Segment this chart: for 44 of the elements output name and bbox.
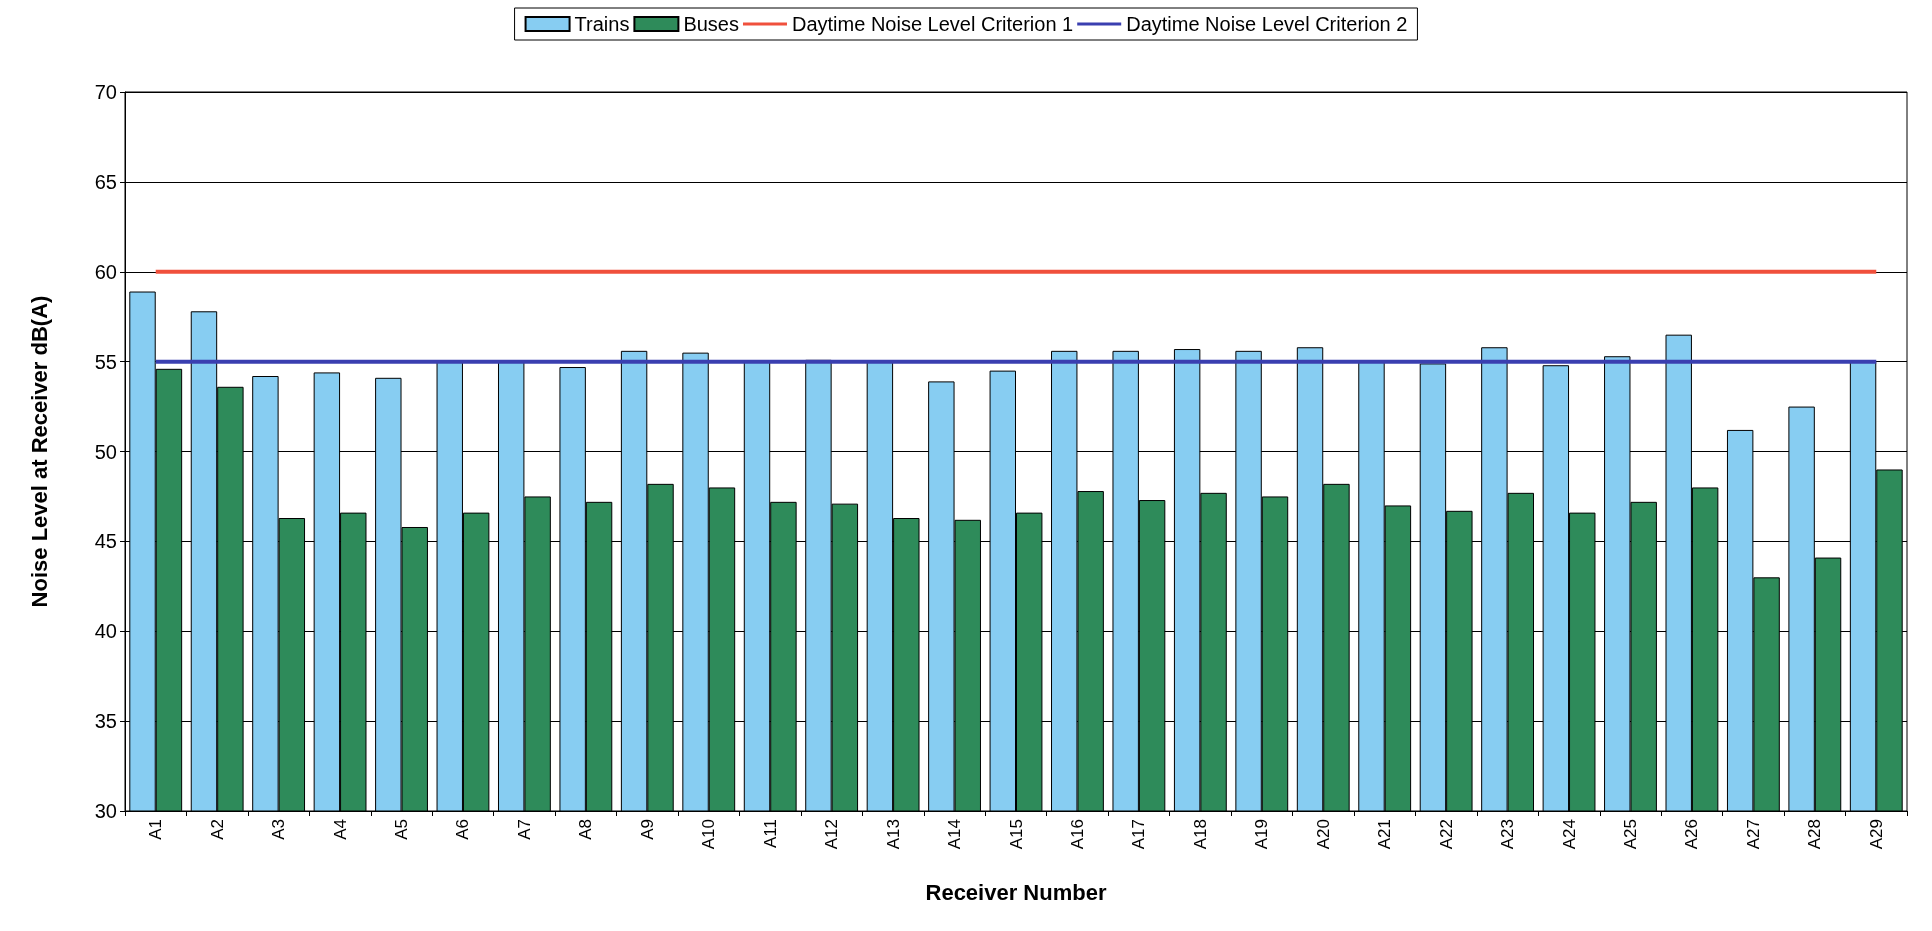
x-tick-label: A29 xyxy=(1866,819,1886,850)
y-tick-label: 70 xyxy=(94,81,117,103)
x-tick-label: A19 xyxy=(1252,819,1272,850)
y-tick-label: 60 xyxy=(94,260,117,283)
y-tick-label: 45 xyxy=(94,530,117,553)
legend-label: Daytime Noise Level Criterion 1 xyxy=(791,13,1074,35)
x-tick-label: A2 xyxy=(207,819,227,840)
y-tick-label: 50 xyxy=(94,440,117,463)
legend-label: Daytime Noise Level Criterion 2 xyxy=(1126,13,1408,35)
x-tick-label: A8 xyxy=(576,819,596,840)
y-tick-label: 35 xyxy=(94,710,117,733)
x-tick-label: A16 xyxy=(1067,819,1087,850)
x-tick-label: A27 xyxy=(1743,819,1763,850)
x-tick-label: A13 xyxy=(883,819,903,850)
x-axis-title: Receiver Number xyxy=(925,879,1107,905)
x-tick-label: A17 xyxy=(1129,819,1149,850)
x-tick-label: A26 xyxy=(1682,819,1702,850)
x-tick-label: A4 xyxy=(330,819,350,840)
legend-label: Buses xyxy=(683,13,739,35)
x-tick-label: A21 xyxy=(1375,819,1395,850)
x-tick-label: A3 xyxy=(269,819,289,840)
x-tick-label: A5 xyxy=(392,819,412,840)
legend-label: Trains xyxy=(574,13,630,35)
x-tick-label: A12 xyxy=(822,819,842,850)
x-tick-label: A24 xyxy=(1559,819,1579,850)
x-tick-label: A15 xyxy=(1006,819,1026,850)
x-tick-label: A10 xyxy=(699,819,719,850)
y-tick-label: 65 xyxy=(94,170,117,193)
y-tick-label: 40 xyxy=(94,620,117,643)
x-tick-label: A22 xyxy=(1436,819,1456,850)
y-tick-label: 30 xyxy=(94,800,117,822)
x-tick-label: A11 xyxy=(760,819,780,848)
x-tick-label: A23 xyxy=(1498,819,1518,850)
x-tick-label: A25 xyxy=(1620,819,1640,850)
x-tick-label: A18 xyxy=(1190,819,1210,850)
x-tick-label: A14 xyxy=(945,819,965,850)
x-tick-label: A28 xyxy=(1805,819,1825,850)
y-tick-label: 55 xyxy=(94,350,117,373)
x-tick-label: A9 xyxy=(637,819,657,840)
y-axis-title: Noise Level at Receiver dB(A) xyxy=(26,295,52,608)
x-tick-label: A1 xyxy=(146,819,166,840)
x-tick-label: A20 xyxy=(1313,819,1333,850)
x-tick-label: A6 xyxy=(453,819,473,840)
x-tick-label: A7 xyxy=(514,819,534,840)
